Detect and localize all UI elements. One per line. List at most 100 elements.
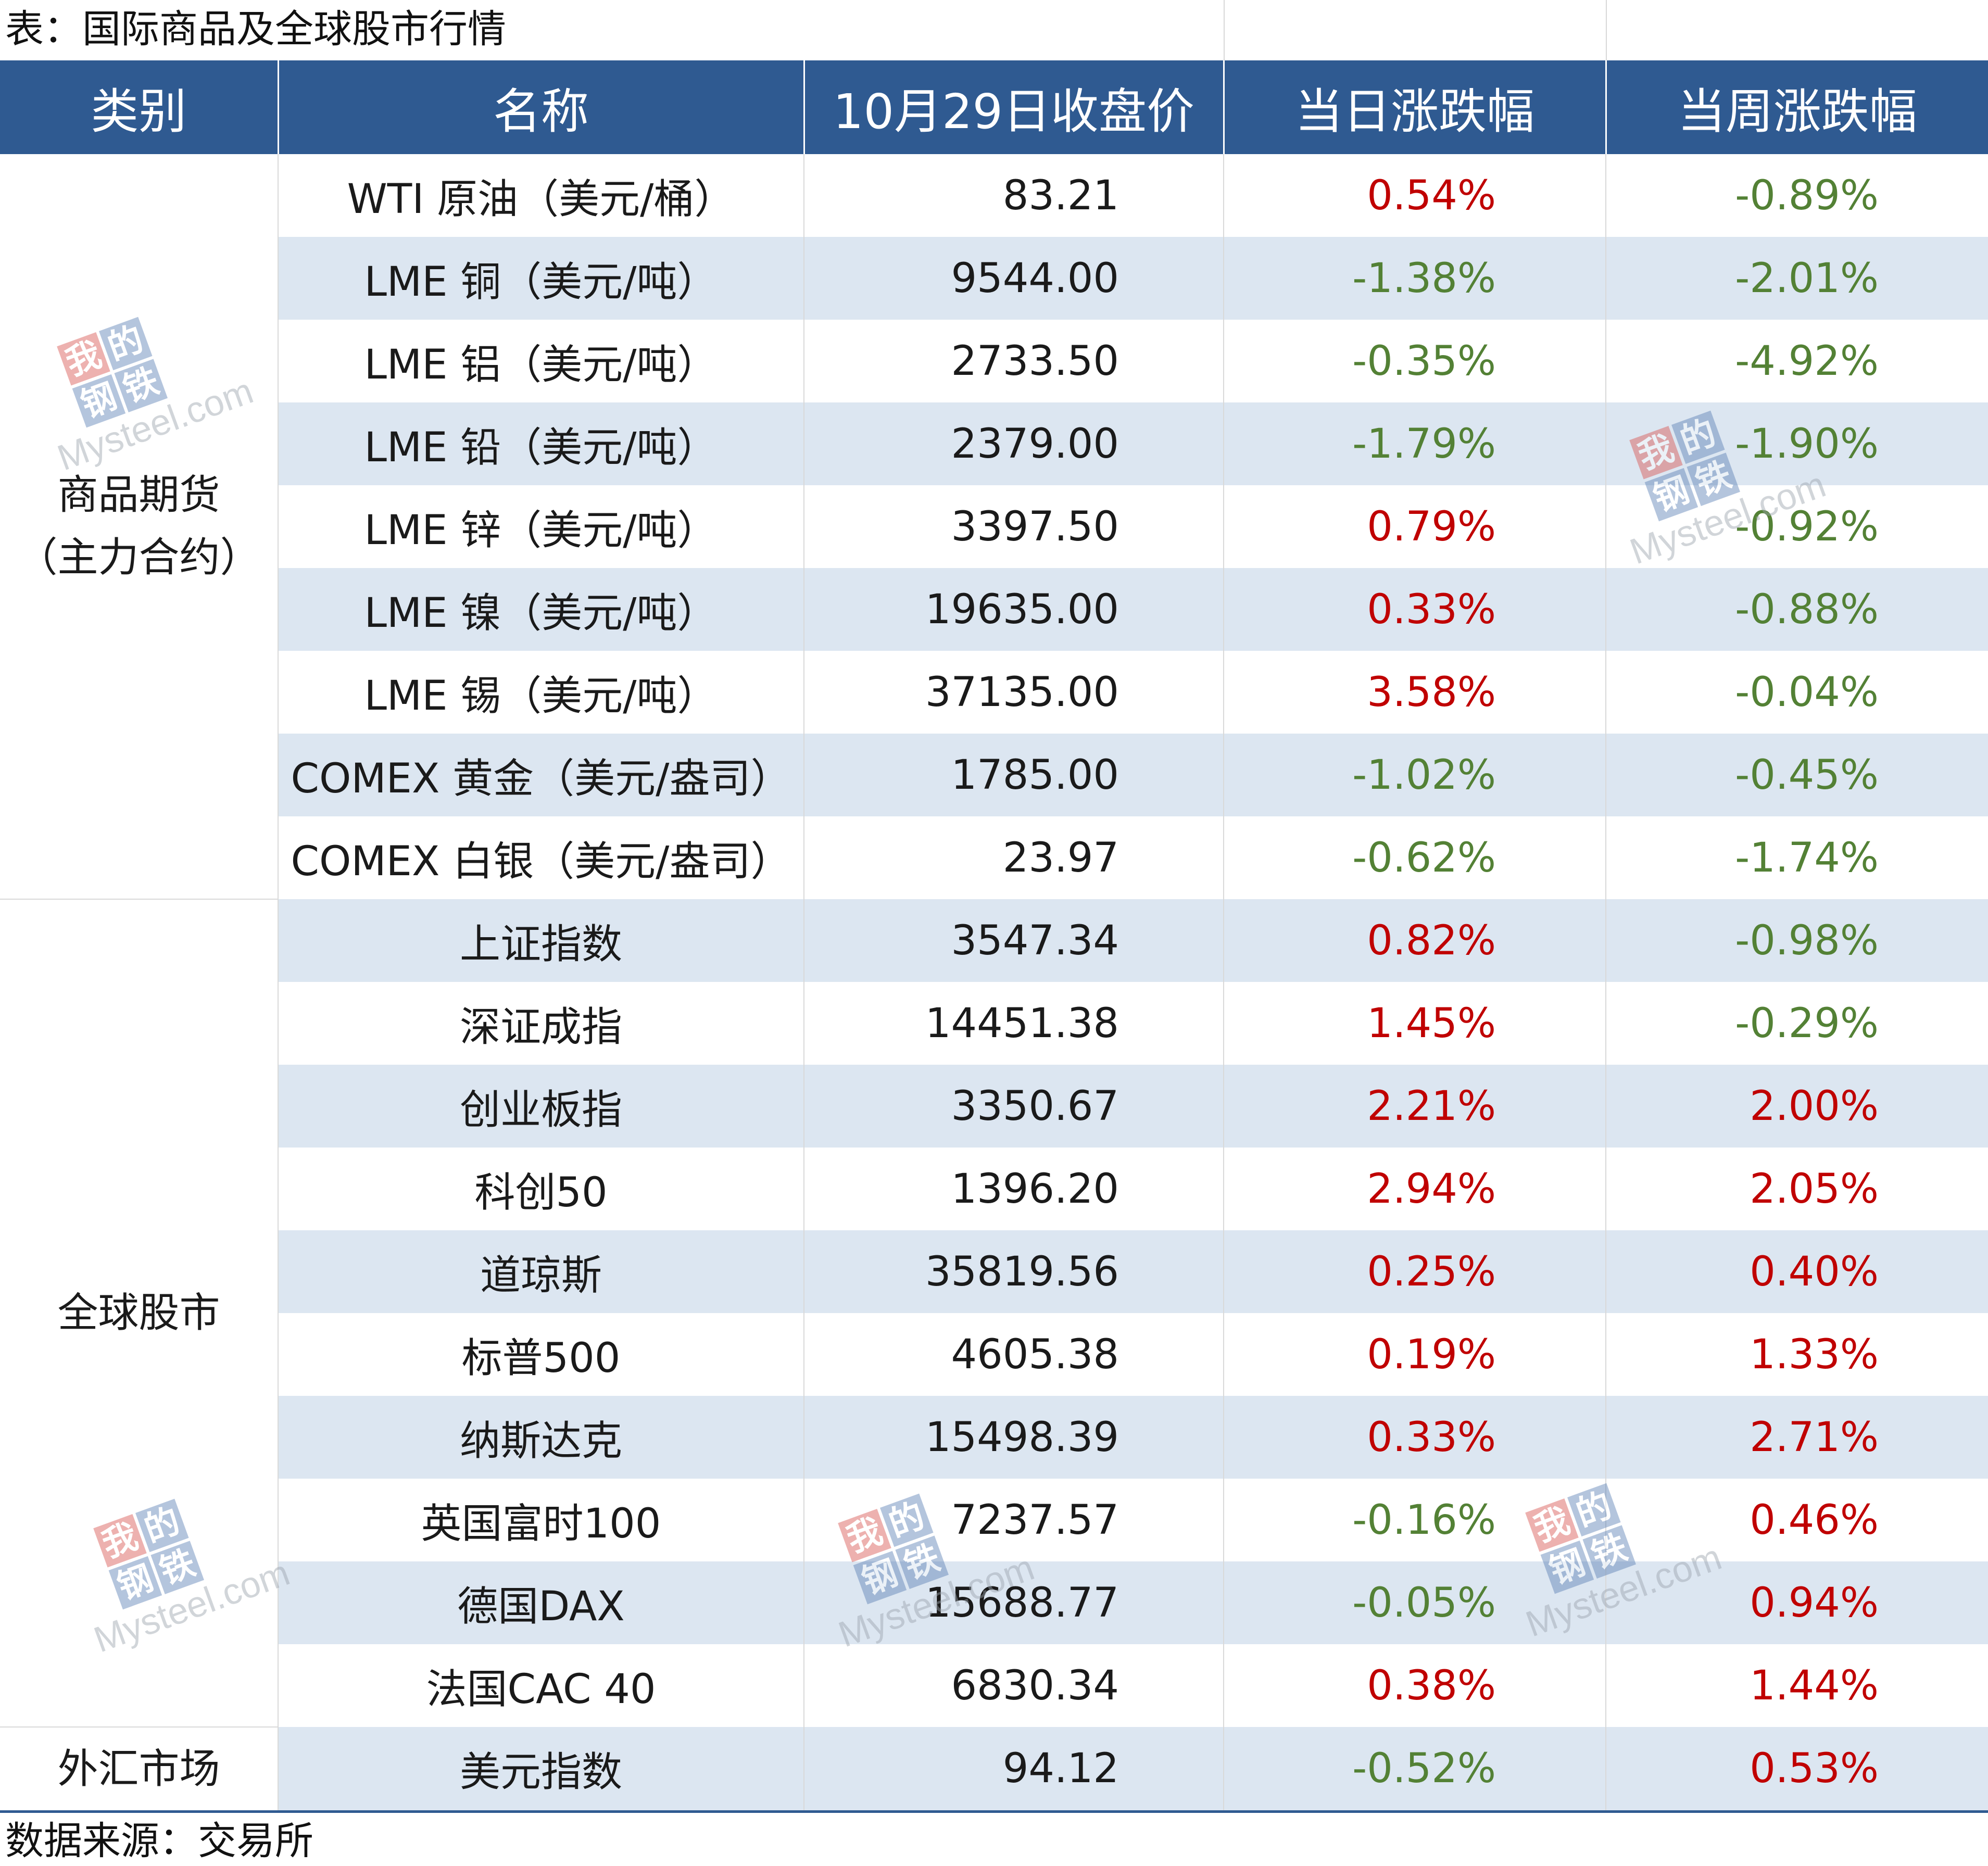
name-cell: 上证指数	[278, 899, 804, 982]
close-price-cell: 83.21	[804, 154, 1224, 237]
day-change-cell: -0.05%	[1224, 1561, 1606, 1644]
week-change-cell: -0.89%	[1735, 172, 1879, 219]
header-day-change: 当日涨跌幅	[1224, 60, 1607, 154]
category-label: 商品期货	[57, 472, 220, 519]
week-change-cell: 1.44%	[1750, 1662, 1879, 1709]
table-row: LME 铜（美元/吨） 9544.00 -1.38% -2.01%	[0, 237, 1988, 320]
week-change-cell: 2.05%	[1750, 1165, 1879, 1213]
day-change-cell: -0.35%	[1224, 320, 1606, 402]
week-change-cell: 0.94%	[1606, 1561, 1988, 1644]
header-week-change: 当周涨跌幅	[1606, 60, 1988, 154]
table-row: COMEX 白银（美元/盎司） 23.97 -0.62% -1.74%	[0, 816, 1988, 899]
header-row: 类别 名称 10月29日收盘价 当日涨跌幅 当周涨跌幅	[0, 60, 1988, 154]
day-change-cell: 1.45%	[1224, 982, 1606, 1065]
table-row: LME 锌（美元/吨） 3397.50 0.79% -0.92%	[0, 485, 1988, 568]
name-cell: 创业板指	[278, 1065, 804, 1148]
header-close: 10月29日收盘价	[804, 60, 1225, 154]
category-label: 外汇市场	[57, 1745, 220, 1793]
week-change-cell: -1.74%	[1735, 834, 1879, 881]
close-price-cell: 19635.00	[804, 568, 1224, 651]
week-change-cell: 0.46%	[1750, 1496, 1879, 1544]
week-change-cell: -0.92%	[1735, 503, 1879, 550]
week-change-cell: -0.04%	[1735, 669, 1879, 716]
close-price-cell: 1396.20	[804, 1148, 1224, 1230]
category-cell: 外汇市场	[0, 1727, 279, 1813]
day-change-cell: 0.19%	[1224, 1313, 1606, 1396]
name-cell: LME 镍（美元/吨）	[278, 568, 804, 651]
close-price-cell: 14451.38	[804, 982, 1224, 1065]
table-caption: 表：国际商品及全球股市行情	[5, 7, 506, 52]
close-price-cell: 35819.56	[804, 1230, 1224, 1313]
day-change-cell: 2.21%	[1224, 1065, 1606, 1148]
week-change-cell: 2.71%	[1606, 1396, 1988, 1479]
name-cell: 纳斯达克	[278, 1396, 804, 1479]
table-row: 全球股市 上证指数 3547.34 0.82% -0.98%	[0, 899, 1988, 1728]
close-price-cell: 37135.00	[804, 651, 1224, 734]
table-row: LME 铝（美元/吨） 2733.50 -0.35% -4.92%	[0, 320, 1988, 402]
table-row: LME 锡（美元/吨） 37135.00 3.58% -0.04%	[0, 651, 1988, 734]
week-change-cell: 0.53%	[1606, 1727, 1988, 1813]
close-price-cell: 23.97	[804, 816, 1224, 899]
table-row: 外汇市场 美元指数 94.12 -0.52% 0.53%	[0, 1727, 1988, 1813]
close-price-cell: 94.12	[804, 1727, 1224, 1813]
close-price-cell: 3397.50	[804, 485, 1224, 568]
day-change-cell: 3.58%	[1224, 651, 1606, 734]
category-sublabel: （主力合约）	[17, 534, 261, 581]
week-change-cell: -1.90%	[1606, 402, 1988, 485]
week-change-cell: -0.88%	[1606, 568, 1988, 651]
source-note: 数据来源：交易所	[5, 1819, 313, 1863]
day-change-cell: 0.33%	[1224, 1396, 1606, 1479]
category-cell: 商品期货 （主力合约）	[0, 154, 279, 900]
name-cell: COMEX 黄金（美元/盎司）	[278, 734, 804, 816]
category-label: 全球股市	[57, 1290, 220, 1337]
grid-line	[1606, 0, 1607, 60]
table-row: 道琼斯 35819.56 0.25% 0.40%	[0, 1230, 1988, 1313]
table-row: 标普500 4605.38 0.19% 1.33%	[0, 1313, 1988, 1396]
close-price-cell: 2379.00	[804, 402, 1224, 485]
week-change-cell: -0.98%	[1606, 899, 1988, 982]
quotes-table: 类别 名称 10月29日收盘价 当日涨跌幅 当周涨跌幅 商品期货 （主力合约） WT…	[0, 60, 1988, 1813]
week-change-cell: 1.33%	[1750, 1331, 1879, 1378]
name-cell: 道琼斯	[278, 1230, 804, 1313]
name-cell: 英国富时100	[278, 1479, 804, 1561]
name-cell: 法国CAC 40	[278, 1644, 804, 1727]
table-row: 科创50 1396.20 2.94% 2.05%	[0, 1148, 1988, 1230]
day-change-cell: 0.82%	[1224, 899, 1606, 982]
day-change-cell: 0.25%	[1224, 1230, 1606, 1313]
table-row: 商品期货 （主力合约） WTI 原油（美元/桶） 83.21 0.54% -0.89%	[0, 154, 1988, 900]
close-price-cell: 1785.00	[804, 734, 1224, 816]
day-change-cell: 2.94%	[1224, 1148, 1606, 1230]
name-cell: WTI 原油（美元/桶）	[278, 154, 804, 237]
table-row: LME 铅（美元/吨） 2379.00 -1.79% -1.90%	[0, 402, 1988, 485]
table-row: 英国富时100 7237.57 -0.16% 0.46%	[0, 1479, 1988, 1561]
grid-line	[1224, 0, 1225, 60]
close-price-cell: 2733.50	[804, 320, 1224, 402]
day-change-cell: -1.38%	[1224, 237, 1606, 320]
day-change-cell: -1.02%	[1224, 734, 1606, 816]
day-change-cell: 0.79%	[1224, 485, 1606, 568]
day-change-cell: -0.16%	[1224, 1479, 1606, 1561]
close-price-cell: 3547.34	[804, 899, 1224, 982]
day-change-cell: -1.79%	[1224, 402, 1606, 485]
close-price-cell: 15498.39	[804, 1396, 1224, 1479]
day-change-cell: 0.33%	[1224, 568, 1606, 651]
day-change-cell: -0.62%	[1224, 816, 1606, 899]
day-change-cell: 0.38%	[1224, 1644, 1606, 1727]
name-cell: 科创50	[278, 1148, 804, 1230]
name-cell: 标普500	[278, 1313, 804, 1396]
name-cell: LME 锌（美元/吨）	[278, 485, 804, 568]
table-row: 德国DAX 15688.77 -0.05% 0.94%	[0, 1561, 1988, 1644]
table-row: 深证成指 14451.38 1.45% -0.29%	[0, 982, 1988, 1065]
name-cell: 美元指数	[278, 1727, 804, 1813]
week-change-cell: -4.92%	[1735, 337, 1879, 385]
week-change-cell: -0.45%	[1606, 734, 1988, 816]
table-row: 法国CAC 40 6830.34 0.38% 1.44%	[0, 1644, 1988, 1727]
name-cell: COMEX 白银（美元/盎司）	[278, 816, 804, 899]
name-cell: 德国DAX	[278, 1561, 804, 1644]
name-cell: LME 铝（美元/吨）	[278, 320, 804, 402]
day-change-cell: 0.54%	[1224, 154, 1606, 237]
category-cell: 全球股市	[0, 899, 279, 1728]
name-cell: LME 锡（美元/吨）	[278, 651, 804, 734]
week-change-cell: 0.40%	[1606, 1230, 1988, 1313]
